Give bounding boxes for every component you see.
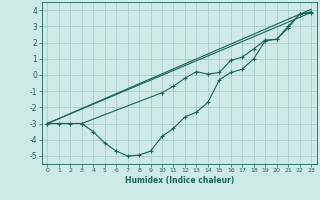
X-axis label: Humidex (Indice chaleur): Humidex (Indice chaleur)	[124, 176, 234, 185]
